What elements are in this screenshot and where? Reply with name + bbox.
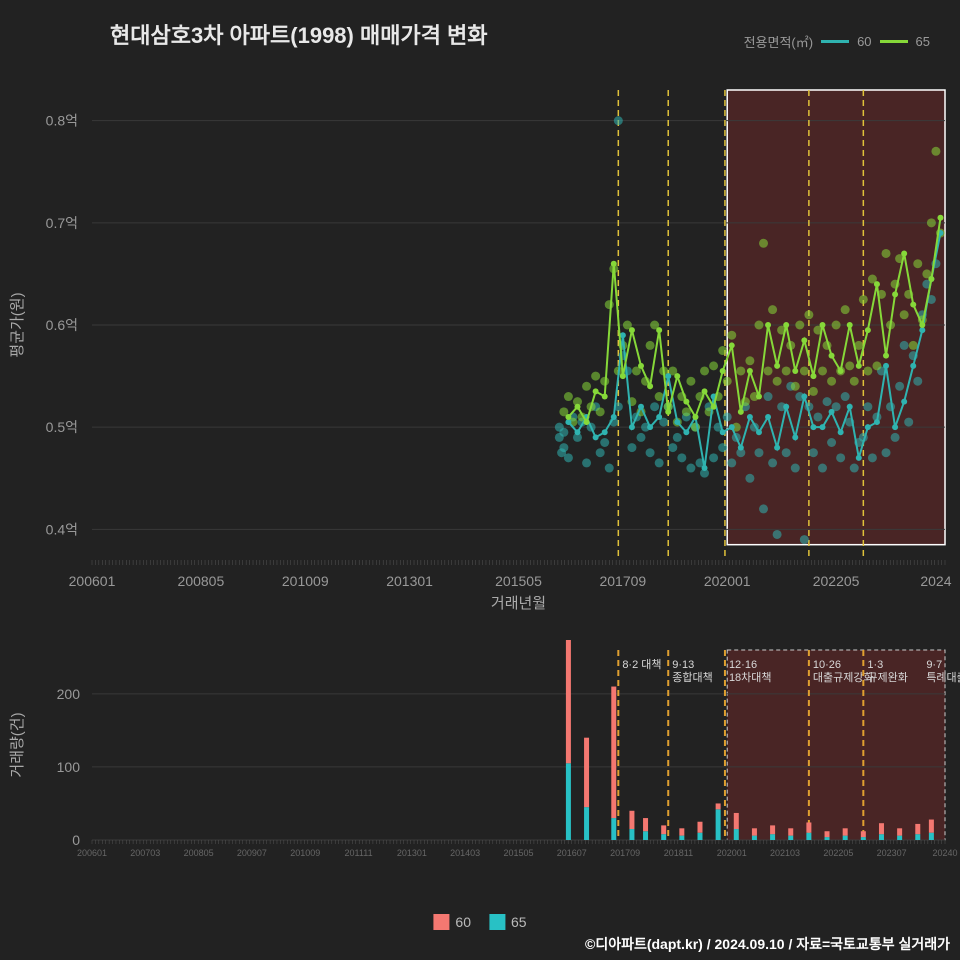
- svg-text:100: 100: [57, 759, 81, 775]
- chart-title: 현대삼호3차 아파트(1998) 매매가격 변화: [110, 18, 488, 50]
- svg-text:202001: 202001: [717, 848, 747, 858]
- credit-text: ©디아파트(dapt.kr) / 2024.09.10 / 자료=국토교통부 실…: [585, 934, 950, 954]
- svg-text:201111: 201111: [345, 848, 373, 858]
- svg-text:9·13: 9·13: [672, 659, 694, 671]
- legend-label-65-b: 65: [511, 914, 527, 930]
- svg-text:200703: 200703: [130, 848, 160, 858]
- svg-text:0.7억: 0.7억: [46, 215, 78, 231]
- legend-swatch-60: [821, 40, 849, 43]
- svg-text:202001: 202001: [704, 573, 751, 589]
- svg-text:2024: 2024: [920, 573, 951, 589]
- svg-text:20240: 20240: [932, 848, 957, 858]
- svg-text:특례대출축소: 특례대출축소: [926, 671, 960, 684]
- svg-text:1·3: 1·3: [867, 659, 883, 671]
- svg-text:201301: 201301: [386, 573, 433, 589]
- svg-text:10·26: 10·26: [813, 659, 841, 671]
- svg-text:거래량(건): 거래량(건): [9, 712, 26, 777]
- legend-label-65: 65: [916, 34, 930, 49]
- legend-label-60-b: 60: [455, 914, 471, 930]
- svg-text:평균가(원): 평균가(원): [9, 292, 26, 357]
- svg-text:9·7: 9·7: [926, 659, 942, 671]
- legend-label-60: 60: [857, 34, 871, 49]
- svg-text:201403: 201403: [450, 848, 480, 858]
- svg-text:거래년월: 거래년월: [491, 595, 546, 612]
- svg-text:대출규제강화: 대출규제강화: [813, 671, 874, 684]
- svg-text:0.6억: 0.6억: [46, 317, 78, 333]
- legend-top-title: 전용면적(㎡): [744, 32, 814, 51]
- svg-text:200601: 200601: [77, 848, 107, 858]
- svg-text:0.5억: 0.5억: [46, 419, 78, 435]
- svg-text:200805: 200805: [178, 573, 225, 589]
- svg-text:202205: 202205: [813, 573, 860, 589]
- legend-top: 전용면적(㎡) 60 65: [744, 32, 930, 51]
- svg-text:200601: 200601: [69, 573, 116, 589]
- svg-text:0.4억: 0.4억: [46, 521, 78, 537]
- svg-text:201009: 201009: [282, 573, 329, 589]
- svg-text:종합대책: 종합대책: [672, 671, 712, 684]
- svg-text:12·16: 12·16: [729, 659, 757, 671]
- svg-text:200907: 200907: [237, 848, 267, 858]
- volume-chart: 0 100 200 8·2 대책 9·13종합대책 12·1618차대책 10·26대출규제…: [0, 640, 960, 880]
- svg-text:0.8억: 0.8억: [46, 113, 78, 129]
- svg-text:201709: 201709: [610, 848, 640, 858]
- svg-text:202205: 202205: [823, 848, 853, 858]
- legend-swatch-65: [880, 40, 908, 43]
- svg-text:200805: 200805: [184, 848, 214, 858]
- legend-bottom: 60 65: [433, 914, 526, 930]
- svg-text:0: 0: [72, 832, 80, 848]
- svg-text:201505: 201505: [495, 573, 542, 589]
- svg-text:8·2 대책: 8·2 대책: [622, 658, 661, 671]
- legend-swatch-65-b: [489, 914, 505, 930]
- svg-text:201009: 201009: [290, 848, 320, 858]
- svg-text:201811: 201811: [664, 848, 693, 858]
- price-chart: 0.4억 0.5억 0.6억 0.7억 0.8억 200601 200805 201009 20…: [0, 60, 960, 630]
- svg-text:201505: 201505: [503, 848, 533, 858]
- svg-text:200: 200: [57, 686, 81, 702]
- svg-text:201709: 201709: [599, 573, 646, 589]
- svg-text:규제완화: 규제완화: [867, 671, 907, 684]
- svg-text:202307: 202307: [877, 848, 907, 858]
- svg-text:201301: 201301: [397, 848, 427, 858]
- legend-swatch-60-b: [433, 914, 449, 930]
- svg-text:18차대책: 18차대책: [729, 671, 772, 684]
- svg-text:202103: 202103: [770, 848, 800, 858]
- svg-text:201607: 201607: [557, 848, 587, 858]
